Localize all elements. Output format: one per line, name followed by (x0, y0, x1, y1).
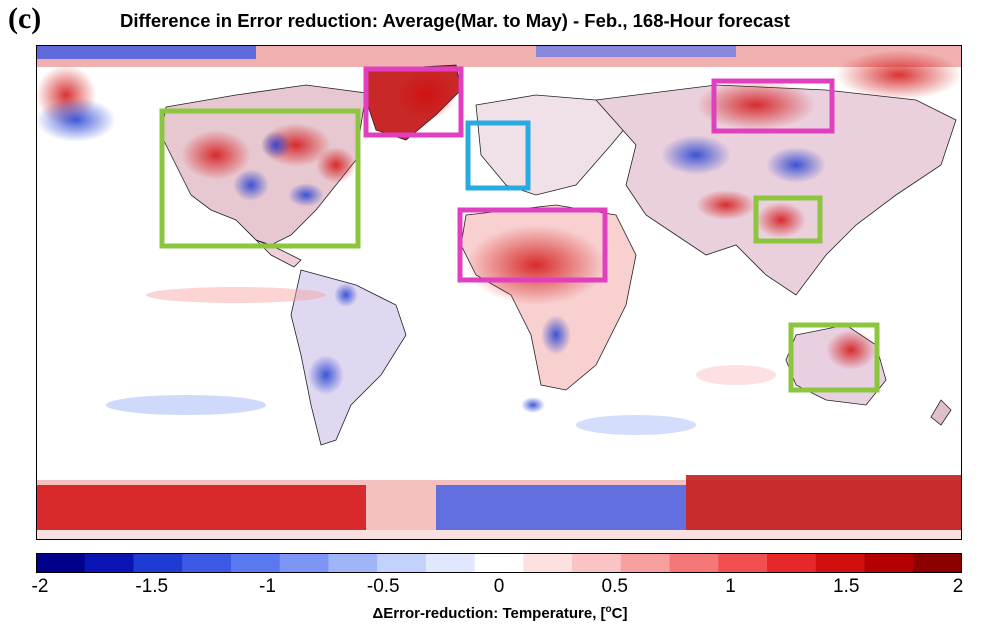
colorbar-segment (572, 553, 622, 573)
region-box-siberia (711, 78, 835, 134)
antarctic-band (36, 475, 962, 540)
colorbar-frame (36, 553, 962, 573)
colorbar-tick-label: -2 (31, 576, 49, 597)
colorbar-segment (474, 553, 524, 573)
colorbar-segment (328, 553, 378, 573)
figure-title: Difference in Error reduction: Average(M… (120, 10, 790, 31)
region-box-north-america (159, 108, 361, 249)
region-box-australia (788, 322, 880, 393)
colorbar-tick-label: 0 (493, 576, 505, 597)
colorbar-segment (815, 553, 866, 573)
colorbar-segment (279, 553, 329, 573)
colorbar-segment (913, 553, 962, 573)
colorbar-segment (377, 553, 427, 573)
colorbar-label: ΔError-reduction: Temperature, [oC] (372, 604, 628, 622)
colorbar-segment (425, 553, 476, 573)
anomaly-field (106, 70, 876, 435)
south-america (290, 269, 407, 446)
colorbar-segment (523, 553, 573, 573)
colorbar-segment (84, 553, 134, 573)
colorbar-tick-label: 1.5 (833, 576, 860, 597)
map-frame (36, 45, 962, 540)
colorbar-tick-label: -1.5 (135, 576, 169, 597)
colorbar-segment (767, 553, 817, 573)
world-map (36, 45, 962, 540)
colorbar (36, 553, 962, 573)
colorbar-segment (36, 553, 86, 573)
colorbar-segment (133, 553, 183, 573)
europe (475, 94, 637, 196)
colorbar-segment (718, 553, 768, 573)
region-box-east-asia (753, 195, 823, 244)
region-box-europe (465, 120, 531, 191)
new-zealand (930, 399, 952, 426)
panel-label: (c) (8, 2, 42, 35)
region-box-greenland (363, 66, 464, 138)
colorbar-segment (864, 553, 914, 573)
region-box-sahara (457, 207, 608, 283)
colorbar-tick-label: 1 (725, 576, 736, 597)
colorbar-tick-label: 0.5 (601, 576, 628, 597)
colorbar-segment (230, 553, 281, 573)
region-boxes (159, 66, 880, 393)
colorbar-segment (669, 553, 719, 573)
arctic-band (36, 45, 962, 142)
colorbar-tick-label: -0.5 (366, 576, 400, 597)
colorbar-tick-label: -1 (259, 576, 276, 597)
colorbar-segment (182, 553, 232, 573)
colorbar-segment (620, 553, 671, 573)
colorbar-tick-label: 2 (952, 576, 964, 597)
